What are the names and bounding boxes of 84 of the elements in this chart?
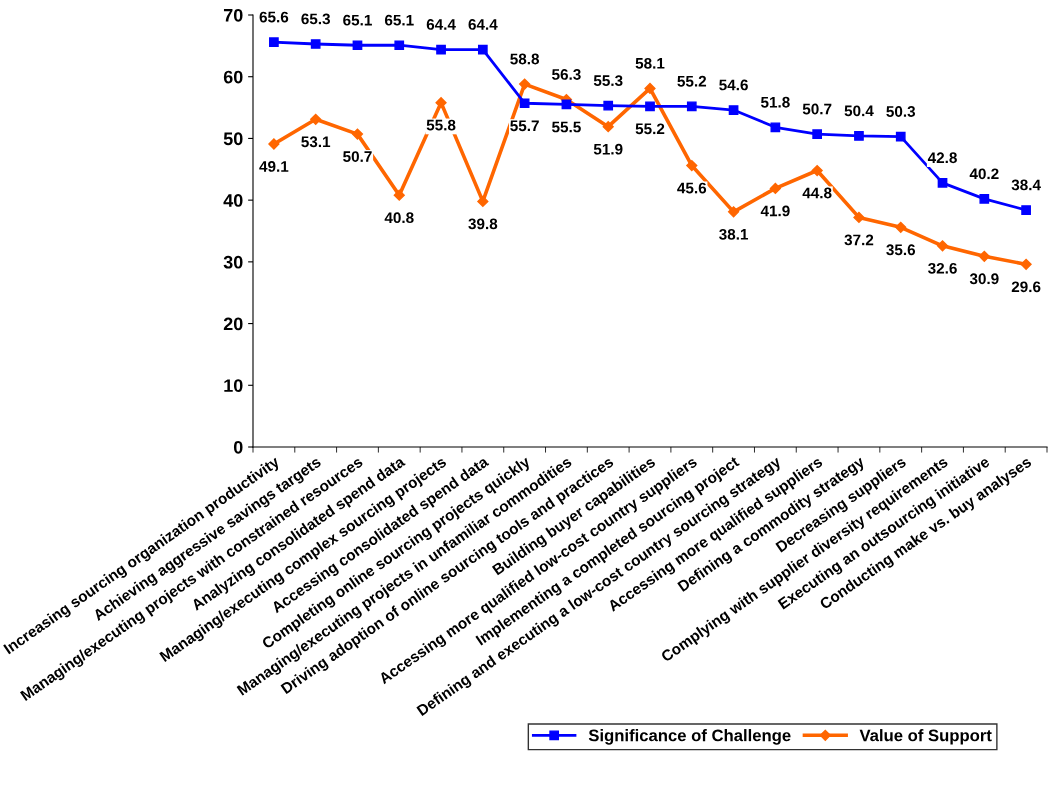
data-label: 55.2 — [677, 75, 707, 87]
data-label: 51.9 — [593, 143, 623, 155]
point — [979, 194, 990, 204]
point — [936, 240, 949, 252]
point — [937, 178, 948, 188]
data-label: 40.8 — [384, 212, 414, 224]
data-label: 29.6 — [1011, 281, 1041, 293]
data-label: 58.1 — [635, 57, 665, 69]
y-tick-label: 0 — [233, 440, 243, 454]
data-label: 55.3 — [593, 75, 623, 87]
data-label: 65.6 — [259, 11, 289, 23]
point — [1021, 205, 1031, 215]
data-label: 58.8 — [510, 53, 540, 65]
point — [435, 97, 447, 109]
data-label: 50.7 — [343, 151, 372, 162]
point — [477, 44, 488, 55]
point — [268, 138, 280, 150]
data-label: 42.8 — [927, 152, 957, 164]
point — [603, 100, 614, 111]
data-label: 65.1 — [343, 14, 372, 26]
legend-label: Significance of Challenge — [588, 729, 791, 745]
data-label: 54.6 — [719, 79, 748, 91]
y-tick-label: 30 — [223, 255, 243, 269]
data-label: 30.9 — [969, 273, 999, 285]
point — [477, 195, 489, 207]
data-label: 38.1 — [719, 228, 749, 240]
point — [351, 128, 364, 140]
point — [602, 121, 614, 133]
point — [436, 44, 446, 55]
point — [727, 206, 740, 218]
point — [394, 40, 405, 51]
point — [728, 105, 739, 115]
y-tick-label: 40 — [223, 194, 243, 207]
y-tick-label: 70 — [223, 8, 243, 22]
data-label: 39.8 — [468, 218, 498, 230]
data-label: 55.7 — [510, 120, 539, 132]
point — [686, 101, 697, 112]
y-tick-label: 10 — [224, 379, 243, 393]
point — [812, 129, 823, 139]
point — [310, 113, 322, 125]
data-label: 56.3 — [552, 69, 581, 80]
data-label: 64.4 — [468, 19, 498, 30]
point — [519, 98, 530, 109]
point — [1020, 258, 1032, 270]
point — [519, 78, 531, 90]
point — [853, 211, 865, 224]
data-label: 51.8 — [760, 96, 790, 108]
data-label: 64.4 — [426, 19, 456, 30]
data-label: 40.2 — [969, 168, 999, 180]
y-tick-label: 60 — [223, 70, 243, 84]
data-label: 35.6 — [886, 244, 916, 256]
data-label: 55.8 — [426, 119, 456, 131]
data-label: 45.6 — [677, 182, 707, 194]
data-label: 65.3 — [301, 13, 330, 25]
point — [269, 37, 279, 48]
data-label: 53.1 — [301, 136, 331, 148]
data-label: 37.2 — [844, 234, 874, 246]
data-label: 49.1 — [259, 161, 289, 172]
data-label: 38.4 — [1011, 179, 1041, 191]
legend-label: Value of Support — [859, 729, 992, 745]
point — [978, 250, 990, 262]
y-tick-label: 20 — [223, 317, 243, 331]
y-tick-label: 50 — [223, 132, 243, 146]
point — [811, 164, 823, 177]
data-label: 50.4 — [844, 105, 874, 117]
data-label: 41.9 — [760, 205, 790, 217]
data-label: 50.7 — [802, 103, 832, 115]
data-label: 55.2 — [635, 123, 665, 135]
point — [645, 101, 655, 112]
point — [686, 159, 698, 172]
point — [352, 40, 363, 51]
point — [770, 122, 781, 133]
point — [310, 39, 321, 49]
data-label: 55.5 — [552, 121, 581, 133]
point — [854, 131, 864, 141]
point — [895, 131, 906, 142]
point — [644, 82, 656, 95]
data-label: 32.6 — [928, 262, 957, 274]
data-label: 65.1 — [384, 14, 414, 26]
point — [393, 189, 405, 201]
point — [769, 182, 781, 195]
data-label: 44.8 — [802, 187, 832, 199]
data-label: 50.3 — [886, 106, 916, 117]
point — [895, 221, 907, 233]
